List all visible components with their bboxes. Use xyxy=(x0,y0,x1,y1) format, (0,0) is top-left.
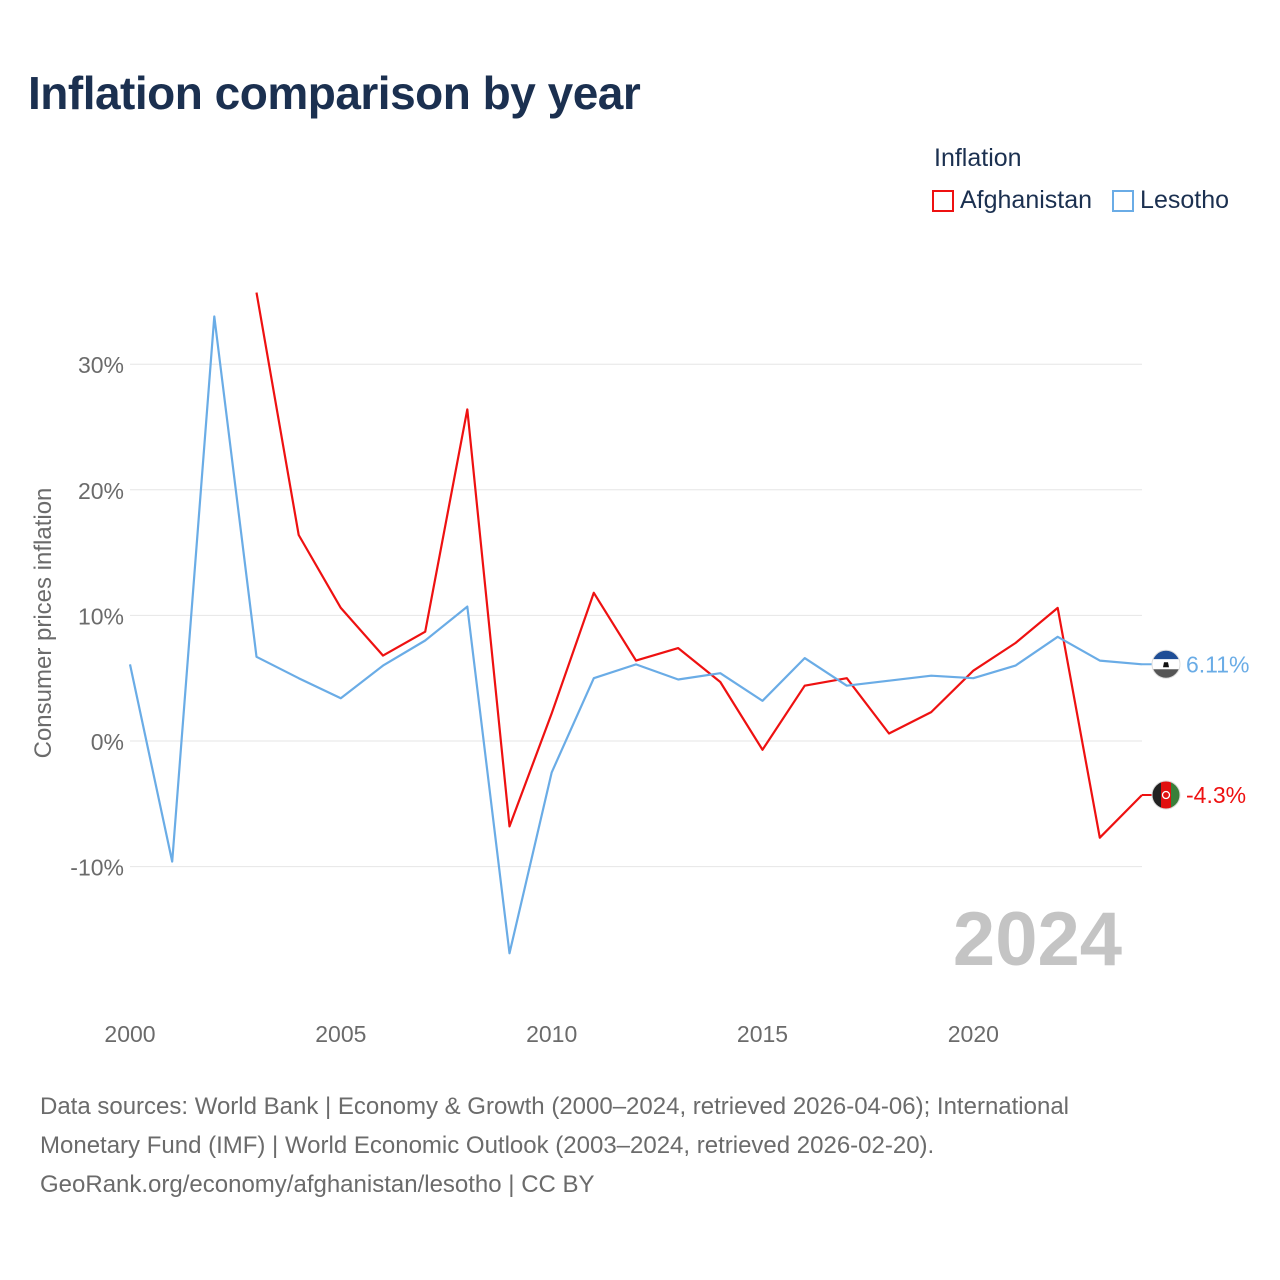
x-tick-label: 2015 xyxy=(737,1021,788,1047)
y-tick-label: 0% xyxy=(91,729,124,755)
legend-item-lesotho[interactable]: Lesotho xyxy=(1112,186,1229,215)
legend: Afghanistan Lesotho xyxy=(932,186,1229,215)
legend-label-afghanistan: Afghanistan xyxy=(960,186,1093,214)
legend-swatch-afghanistan xyxy=(932,189,954,212)
y-axis-tick-labels: -10% 0% 10% 20% 30% xyxy=(70,352,124,880)
y-tick-label: -10% xyxy=(70,855,124,881)
y-tick-label: 20% xyxy=(78,478,124,504)
y-tick-label: 10% xyxy=(78,603,124,629)
sources-line-3[interactable]: GeoRank.org/economy/afghanistan/lesotho … xyxy=(40,1171,595,1198)
lesotho-flag-icon xyxy=(1151,649,1181,679)
end-label-lesotho: 6.11% xyxy=(1186,651,1250,677)
data-sources: Data sources: World Bank | Economy & Gro… xyxy=(40,1087,1240,1204)
sources-line-2: Monetary Fund (IMF) | World Economic Out… xyxy=(40,1132,935,1159)
chart-title: Inflation comparison by year xyxy=(28,67,641,119)
afghanistan-flag-icon xyxy=(1151,780,1181,810)
end-markers: -4.3% 6.11% xyxy=(1142,649,1250,810)
legend-title: Inflation xyxy=(934,144,1022,172)
series-line-afghanistan[interactable] xyxy=(255,292,1143,839)
x-tick-label: 2020 xyxy=(948,1021,999,1047)
legend-label-lesotho: Lesotho xyxy=(1140,186,1230,214)
y-axis-label: Consumer prices inflation xyxy=(30,488,57,759)
x-axis-tick-labels: 2000 2005 2010 2015 2020 xyxy=(104,1021,999,1047)
year-watermark: 2024 xyxy=(953,897,1122,982)
legend-item-afghanistan[interactable]: Afghanistan xyxy=(932,186,1092,215)
line-chart: -10% 0% 10% 20% 30% 2000 2005 2010 2015 2020 Con… xyxy=(30,292,1250,1047)
y-tick-label: 30% xyxy=(78,352,124,378)
x-tick-label: 2005 xyxy=(315,1021,366,1047)
series-line-lesotho[interactable] xyxy=(128,315,1143,955)
x-tick-label: 2010 xyxy=(526,1021,577,1047)
series-lines xyxy=(128,292,1143,955)
gridlines xyxy=(130,363,1142,868)
legend-swatch-lesotho xyxy=(1112,189,1135,212)
end-label-afghanistan: -4.3% xyxy=(1186,782,1246,808)
sources-line-1: Data sources: World Bank | Economy & Gro… xyxy=(40,1093,1070,1120)
x-tick-label: 2000 xyxy=(104,1021,155,1047)
